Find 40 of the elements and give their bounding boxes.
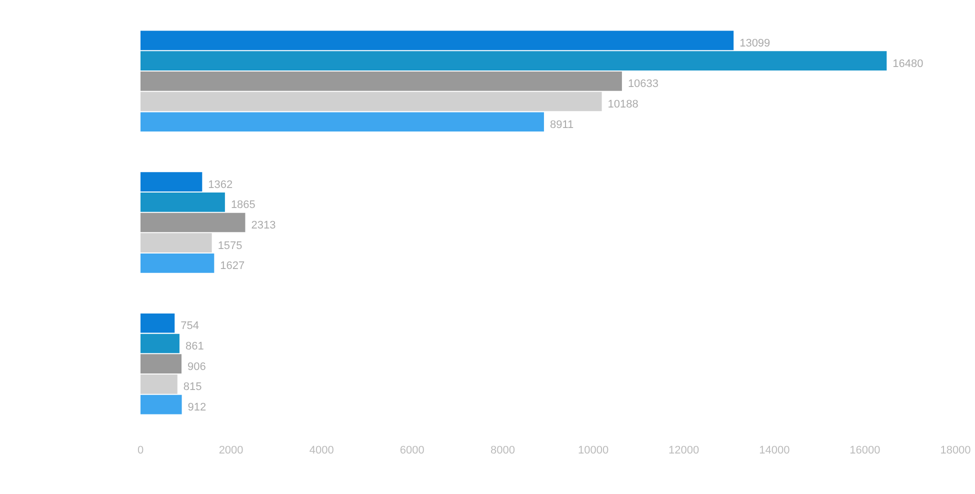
data-label: 2313 bbox=[251, 220, 276, 232]
bar bbox=[140, 334, 180, 354]
data-label: 10633 bbox=[628, 78, 659, 90]
x-tick-label: 14000 bbox=[759, 444, 790, 456]
x-tick-label: 16000 bbox=[850, 444, 880, 456]
x-tick-label: 6000 bbox=[400, 444, 424, 456]
x-tick-label: 12000 bbox=[668, 444, 700, 456]
bar bbox=[140, 30, 734, 50]
bar bbox=[140, 112, 544, 132]
data-label: 8911 bbox=[550, 118, 574, 131]
data-label: 861 bbox=[185, 340, 204, 352]
data-label: 754 bbox=[180, 320, 199, 332]
x-tick-label: 4000 bbox=[309, 444, 334, 456]
bar bbox=[140, 92, 602, 112]
bar bbox=[140, 394, 182, 414]
x-tick-label: 0 bbox=[137, 444, 144, 456]
data-label: 912 bbox=[188, 402, 206, 414]
data-label: 1362 bbox=[208, 178, 233, 191]
data-label: 1865 bbox=[230, 199, 256, 212]
bar bbox=[140, 233, 212, 253]
x-tick-label: 10000 bbox=[578, 444, 609, 456]
bar bbox=[140, 51, 887, 70]
bar bbox=[140, 72, 622, 91]
data-label: 1575 bbox=[218, 240, 242, 252]
data-label: 906 bbox=[188, 360, 206, 373]
data-label: 10188 bbox=[608, 98, 638, 111]
bar bbox=[140, 354, 182, 374]
x-tick-label: 18000 bbox=[940, 444, 971, 456]
bar bbox=[140, 192, 225, 212]
data-label: 1627 bbox=[220, 260, 245, 272]
x-tick-label: 2000 bbox=[218, 444, 244, 456]
data-label: 16480 bbox=[892, 58, 924, 70]
x-tick-label: 8000 bbox=[490, 444, 515, 456]
bar bbox=[140, 172, 202, 192]
bar bbox=[140, 374, 178, 394]
data-label: 815 bbox=[183, 381, 202, 394]
bar bbox=[140, 254, 214, 273]
bar bbox=[140, 313, 175, 333]
data-label: 13099 bbox=[740, 37, 770, 50]
bar bbox=[140, 212, 246, 232]
